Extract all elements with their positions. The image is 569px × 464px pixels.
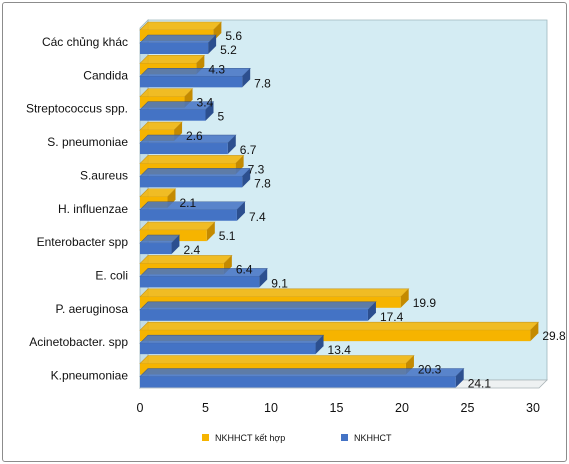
value-label: 2.6	[186, 129, 203, 143]
category-label: E. coli	[95, 268, 128, 282]
legend-label: NKHHCT	[354, 433, 392, 443]
bar-NKHHCT-10	[140, 376, 456, 388]
value-label: 7.4	[249, 210, 266, 224]
value-label: 4.3	[208, 62, 225, 76]
bar-NKHHCT-1	[140, 76, 243, 88]
value-label: 5	[218, 110, 225, 124]
category-label: Các chủng khác	[42, 35, 128, 49]
value-label: 7.3	[248, 162, 265, 176]
category-label: P. aeruginosa	[55, 302, 128, 316]
bar-NKHHCT-3	[140, 143, 228, 155]
legend-label: NKHHCT kết hợp	[215, 433, 285, 443]
bar-NKHHCT-6-end	[171, 235, 180, 255]
bar-NKHHCT-0-end	[208, 35, 217, 54]
bar-NKHHCT-0-top	[139, 34, 217, 44]
category-label: Candida	[83, 68, 128, 82]
value-label: 13.4	[328, 343, 352, 357]
bar-NKHHCT-3-end	[227, 135, 236, 155]
category-label: S.aureus	[80, 168, 128, 182]
x-tick-label: 0	[137, 401, 144, 415]
bar-NKHHCT kết hợp-1-top	[139, 55, 206, 64]
bar-NKHHCT kết hợp-8-end	[400, 288, 409, 308]
value-label: 5.1	[219, 229, 236, 243]
bar-NKHHCT kết hợp-2-top	[139, 88, 194, 97]
category-label: Streptococcus spp.	[26, 102, 128, 116]
value-label: 5.2	[220, 43, 237, 57]
bar-NKHHCT-8-end	[367, 301, 376, 321]
bar-NKHHCT-10-end	[455, 368, 464, 388]
x-tick-label: 10	[264, 401, 278, 415]
bar-NKHHCT-2	[140, 109, 206, 121]
bar-NKHHCT kết hợp-9-top	[139, 321, 540, 331]
bar-NKHHCT-4	[140, 176, 243, 188]
bar-NKHHCT-4-end	[242, 168, 251, 188]
value-label: 2.1	[180, 196, 197, 210]
value-label: 5.6	[225, 29, 242, 43]
category-label: Enterobacter spp	[37, 235, 129, 249]
bar-NKHHCT-8-top	[139, 301, 377, 311]
bar-NKHHCT-1-top	[139, 68, 251, 77]
value-label: 9.1	[271, 276, 288, 290]
bar-NKHHCT-7-end	[259, 268, 268, 288]
bar-NKHHCT-0	[140, 43, 209, 54]
bar-NKHHCT-8	[140, 309, 368, 321]
bar-NKHHCT-10-top	[139, 368, 465, 377]
category-label: H. influenzae	[58, 202, 128, 216]
value-label: 17.4	[380, 310, 404, 324]
x-tick-label: 25	[461, 401, 475, 415]
bar-NKHHCT kết hợp-6-top	[139, 221, 216, 231]
bar-NKHHCT kết hợp-9-end	[530, 322, 539, 342]
x-tick-label: 5	[202, 401, 209, 415]
bar-NKHHCT-4-top	[139, 168, 251, 177]
bar-NKHHCT-9-top	[139, 334, 325, 344]
value-label: 6.7	[240, 143, 257, 157]
category-label: Acinetobacter. spp	[29, 335, 128, 349]
bar-NKHHCT kết hợp-4-top	[139, 155, 245, 164]
category-label: K.pneumoniae	[51, 369, 129, 383]
bar-NKHHCT-2-end	[205, 101, 214, 121]
bar-NKHHCT kết hợp-8-top	[139, 288, 410, 298]
bar-NKHHCT-1-end	[242, 68, 251, 88]
bar-NKHHCT-6	[140, 243, 172, 255]
bar-NKHHCT-5-end	[236, 201, 245, 221]
legend-swatch	[341, 434, 348, 441]
value-label: 19.9	[413, 296, 437, 310]
value-label: 7.8	[254, 176, 271, 190]
bar-NKHHCT kết hợp-10-top	[139, 355, 415, 364]
bar-NKHHCT-7	[140, 276, 260, 288]
x-tick-label: 15	[330, 401, 344, 415]
bar-NKHHCT kết hợp-0-top	[139, 21, 223, 31]
value-label: 29.8	[542, 329, 566, 343]
value-label: 24.1	[468, 377, 492, 391]
bar-NKHHCT-9-end	[315, 335, 324, 355]
bar-NKHHCT kết hợp-9	[140, 330, 531, 342]
x-tick-label: 30	[526, 401, 540, 415]
bar-NKHHCT kết hợp-6-end	[206, 222, 215, 242]
legend-swatch	[202, 434, 209, 441]
value-label: 20.3	[418, 363, 442, 377]
value-label: 7.8	[254, 76, 271, 90]
value-label: 6.4	[236, 262, 253, 276]
x-tick-label: 20	[395, 401, 409, 415]
category-label: S. pneumoniae	[47, 135, 128, 149]
value-label: 3.4	[197, 96, 214, 110]
bar-NKHHCT-5	[140, 209, 237, 221]
value-label: 2.4	[183, 243, 200, 257]
bar-NKHHCT-9	[140, 343, 316, 355]
bar-NKHHCT kết hợp-7-top	[139, 255, 233, 264]
